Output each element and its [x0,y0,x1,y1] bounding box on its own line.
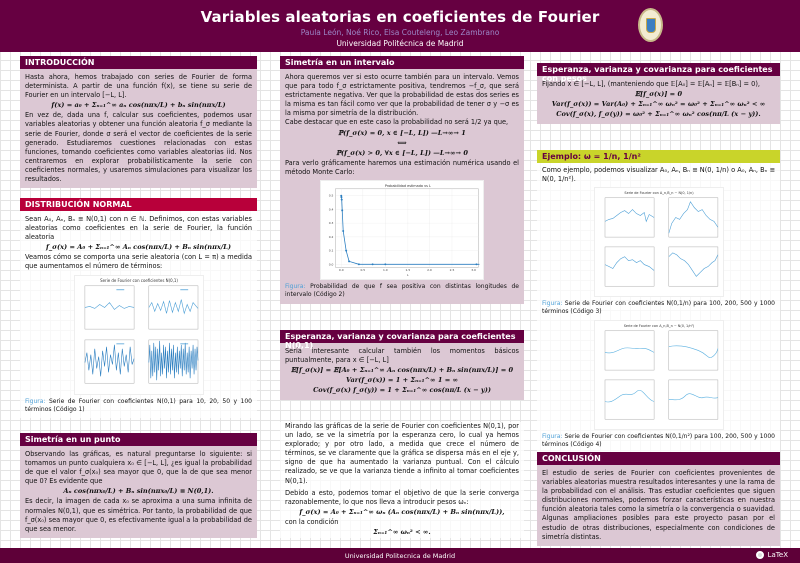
block-body: Ahora queremos ver si esto ocurre tambié… [280,69,524,304]
block-distribucion-normal: DISTRIBUCIÓN NORMAL Sean A₀, Aₙ, Bₙ ≡ N(… [20,198,257,419]
paragraph: Como ejemplo, podemos visualizar A₀, Aₙ,… [542,166,775,184]
block-title: DISTRIBUCIÓN NORMAL [20,198,257,211]
poster-authors: Paula León, Noé Rico, Elsa Couteleng, Le… [300,28,500,37]
block-momentos-normal: Esperanza, varianza y covarianza para co… [280,330,524,401]
svg-text:0.5: 0.5 [360,268,365,272]
equation: 𝔼[f_σ(x)] = 0 [634,90,683,99]
svg-text:Serie de Fourier con A_n,B_n ~: Serie de Fourier con A_n,B_n ~ N(0, 1/n²… [623,324,694,328]
block-body: Sería interesante calcular también los m… [280,343,524,401]
block-body: Como ejemplo, podemos visualizar A₀, Aₙ,… [537,163,780,453]
poster-title: Variables aleatorias en coeficientes de … [200,8,600,26]
caption-text: Serie de Fourier con coeficientes N(0,1)… [25,397,252,413]
block-body: El estudio de series de Fourier con coef… [537,465,780,546]
svg-text:0.3: 0.3 [329,221,334,225]
block-title: Simetría en un punto [20,433,257,446]
paragraph: Es decir, la imagen de cada x₀ se aproxi… [25,497,252,533]
paragraph: Sean A₀, Aₙ, Bₙ ≡ N(0,1) con n ∈ ℕ. Defi… [25,215,252,242]
paragraph: Sería interesante calcular también los m… [285,347,519,365]
paragraph: Para verlo gráficamente haremos una esti… [285,158,519,176]
caption-label: Figura: [542,300,563,308]
paragraph: Fijando x ∈ [−L, L], (manteniendo que 𝔼[… [542,80,761,88]
block-title: INTRODUCCIÓN [20,56,257,69]
svg-text:2.5: 2.5 [450,268,455,272]
svg-text:L: L [407,273,409,277]
block-momentos-pesos: Esperanza, varianza y covarianza para co… [537,63,780,125]
figure-caption: Figura: Serie de Fourier con coeficiente… [542,300,775,317]
paragraph: Ahora queremos ver si esto ocurre tambié… [285,73,519,118]
equation-iff: ⟺ [397,138,407,147]
equation: Σₙ₌₁^∞ ωₙ² < ∞. [373,528,431,537]
paragraph: Hasta ahora, hemos trabajado con series … [25,73,252,100]
block-body: Observando las gráficas, es natural preg… [20,446,257,538]
block-body: Fijando x ∈ [−L, L], (manteniendo que 𝔼[… [537,76,780,125]
block-body: Hasta ahora, hemos trabajado con series … [20,69,257,189]
paragraph: Observando las gráficas, es natural preg… [25,450,252,486]
caption-label: Figura: [542,432,563,440]
equation: f_σ(x) = A₀ + Σₙ₌₁^∞ ωₙ (Aₙ cos(nπx/L) +… [299,507,505,516]
svg-text:0.1: 0.1 [329,249,334,253]
block-introduccion: INTRODUCCIÓN Hasta ahora, hemos trabajad… [20,56,257,189]
caption-text: Probabilidad de que f sea positiva con d… [285,283,519,299]
paragraph: Mirando las gráficas de la serie de Four… [285,422,519,485]
upm-crest-icon [638,8,663,42]
svg-text:0.0: 0.0 [339,268,344,272]
figure-fourier-1-over-n: Serie de Fourier con A_n,B_n ~ N(0, 1/n) [593,187,724,298]
svg-text:0.4: 0.4 [329,207,334,211]
equation: f(x) = a₀ + Σₙ₌₁^∞ aₙ cos(nπx/L) + bₙ si… [51,101,226,110]
block-title: Esperanza, varianza y covarianza para co… [280,330,524,350]
caption-label: Figura: [285,283,306,291]
block-conclusion: CONCLUSIÓN El estudio de series de Fouri… [537,452,780,546]
paragraph: con la condición [285,517,339,526]
svg-text:1.0: 1.0 [383,268,388,272]
equation: ℙ(f_σ(x) > 0, ∀x ∈ [−L, L]) —L→∞→ 0 [336,148,468,157]
equation: ℙ(f_σ(x) = 0, x ∈ [−L, L]) —L→∞→ 1 [338,128,466,137]
equation: f_σ(x) = A₀ + Σₙ₌₁^∞ Aₙ cos(nπx/L) + Bₙ … [45,243,231,252]
block-title: CONCLUSIÓN [537,452,780,465]
block-title: Ejemplo: ω = 1/n, 1/n² [537,150,780,163]
latex-label: LaTeX [767,551,788,559]
paragraph: Cabe destacar que en este caso la probab… [285,118,509,127]
equation: Var(f_σ(x)) = Var(A₀) + Σₙ₌₁^∞ ωₙ² = ω₀²… [551,100,766,109]
figure-fourier-1-over-n2: Serie de Fourier con A_n,B_n ~ N(0, 1/n²… [593,319,724,430]
svg-text:0.2: 0.2 [329,235,334,239]
block-simetria-punto: Simetría en un punto Observando las gráf… [20,433,257,538]
equation: Aₙ cos(nπx₀/L) + Bₙ sin(nπx₀/L) ≡ N(0,1)… [63,487,214,496]
svg-text:3.0: 3.0 [471,268,476,272]
svg-text:0.5: 0.5 [329,194,334,198]
paragraph: En vez de, dada una f, calcular sus coef… [25,111,252,184]
svg-text:0.0: 0.0 [329,262,334,266]
svg-text:Serie de Fourier con A_n,B_n ~: Serie de Fourier con A_n,B_n ~ N(0, 1/n) [624,191,694,195]
block-title: Esperanza, varianza y covarianza para co… [537,63,780,83]
figure-title: Serie de Fourier con coeficientes N(0,1) [100,277,178,282]
svg-text:Probabilidad estimada vs L: Probabilidad estimada vs L [385,184,431,188]
block-body: Sean A₀, Aₙ, Bₙ ≡ N(0,1) con n ∈ ℕ. Defi… [20,211,257,419]
footer-text: Universidad Politecnica de Madrid [344,551,456,560]
poster-header: Variables aleatorias en coeficientes de … [0,0,800,52]
poster-footer: Universidad Politecnica de Madrid LaTeX [0,548,800,563]
equation: Cov(f_σ(x) f_σ(y)) = 1 + Σₙ₌₁^∞ cos(nπ/L… [313,386,491,395]
figure-caption: Figura: Probabilidad de que f sea positi… [285,283,519,300]
figure-fourier-n01: Serie de Fourier con coeficientes N(0,1) [73,274,204,395]
figure-caption: Figura: Serie de Fourier con coeficiente… [542,433,775,450]
block-simetria-intervalo: Simetría en un intervalo Ahora queremos … [280,56,524,304]
poster-affiliation: Universidad Politécnica de Madrid [336,39,464,48]
equation: Var(f_σ(x)) = 1 + Σₙ₌₁^∞ 1 = ∞ [345,376,459,385]
svg-text:1.5: 1.5 [406,268,411,272]
svg-text:2.0: 2.0 [427,268,432,272]
figure-caption: Figura: Serie de Fourier con coeficiente… [25,398,252,415]
paragraph: El estudio de series de Fourier con coef… [542,469,775,541]
caption-text: Serie de Fourier con coeficientes N(0,1/… [542,300,775,316]
block-title: Simetría en un intervalo [280,56,524,69]
equation: 𝔼[f_σ(x)] = 𝔼[A₀ + Σₙ₌₁^∞ Aₙ cos(nπx/L) … [290,366,514,375]
cc-icon [755,551,764,559]
latex-badge: LaTeX [755,551,788,559]
block-ejemplo: Ejemplo: ω = 1/n, 1/n² Como ejemplo, pod… [537,150,780,453]
caption-text: Serie de Fourier con coeficientes N(0,1/… [542,432,775,448]
text-momentos-normal-cont: Mirando las gráficas de la serie de Four… [280,422,524,539]
paragraph: Debido a esto, podemos tomar el objetivo… [285,488,519,506]
equation: Cov(f_σ(x), f_σ(y)) = ω₀² + Σₙ₌₁^∞ ωₙ² c… [556,110,761,119]
paragraph: Veamos cómo se comporta una serie aleato… [25,253,252,271]
figure-probabilidad-vs-L: Probabilidad estimada vs L 0.5 0.4 0.3 0.2… [320,180,484,281]
caption-label: Figura: [25,397,46,405]
